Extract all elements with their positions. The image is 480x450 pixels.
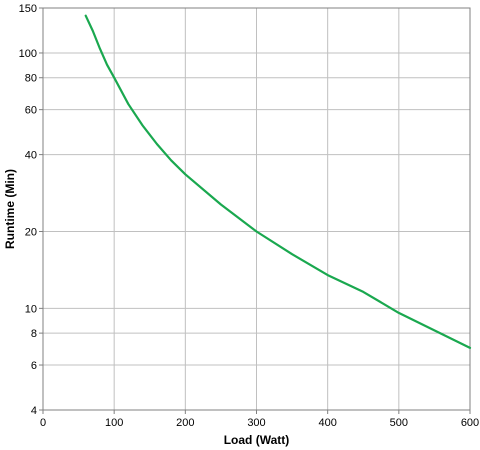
y-tick-label: 80 [25,73,37,85]
x-tick-label: 100 [105,417,123,429]
y-axis-ticks: 4 6 8 10 20 40 60 80 100 150 [19,3,43,417]
y-tick-label: 8 [31,328,37,340]
x-tick-label: 200 [176,417,194,429]
x-tick-label: 600 [461,417,479,429]
x-tick-label: 0 [40,417,46,429]
y-tick-label: 60 [25,105,37,117]
series-line [84,14,472,349]
grid-lines [42,7,471,411]
y-axis-label: Runtime (Min) [3,169,17,249]
y-tick-label: 10 [25,303,37,315]
x-tick-label: 300 [247,417,265,429]
y-tick-label: 100 [19,48,37,60]
x-axis-label: Load (Watt) [224,433,290,447]
y-tick-label: 4 [31,405,37,417]
y-tick-label: 6 [31,360,37,372]
y-tick-label: 40 [25,150,37,162]
x-axis-ticks: 0 100 200 300 400 500 600 [40,410,479,429]
x-tick-label: 400 [318,417,336,429]
series-group [84,14,472,349]
y-tick-label: 150 [19,3,37,15]
x-tick-label: 500 [390,417,408,429]
y-tick-label: 20 [25,226,37,238]
